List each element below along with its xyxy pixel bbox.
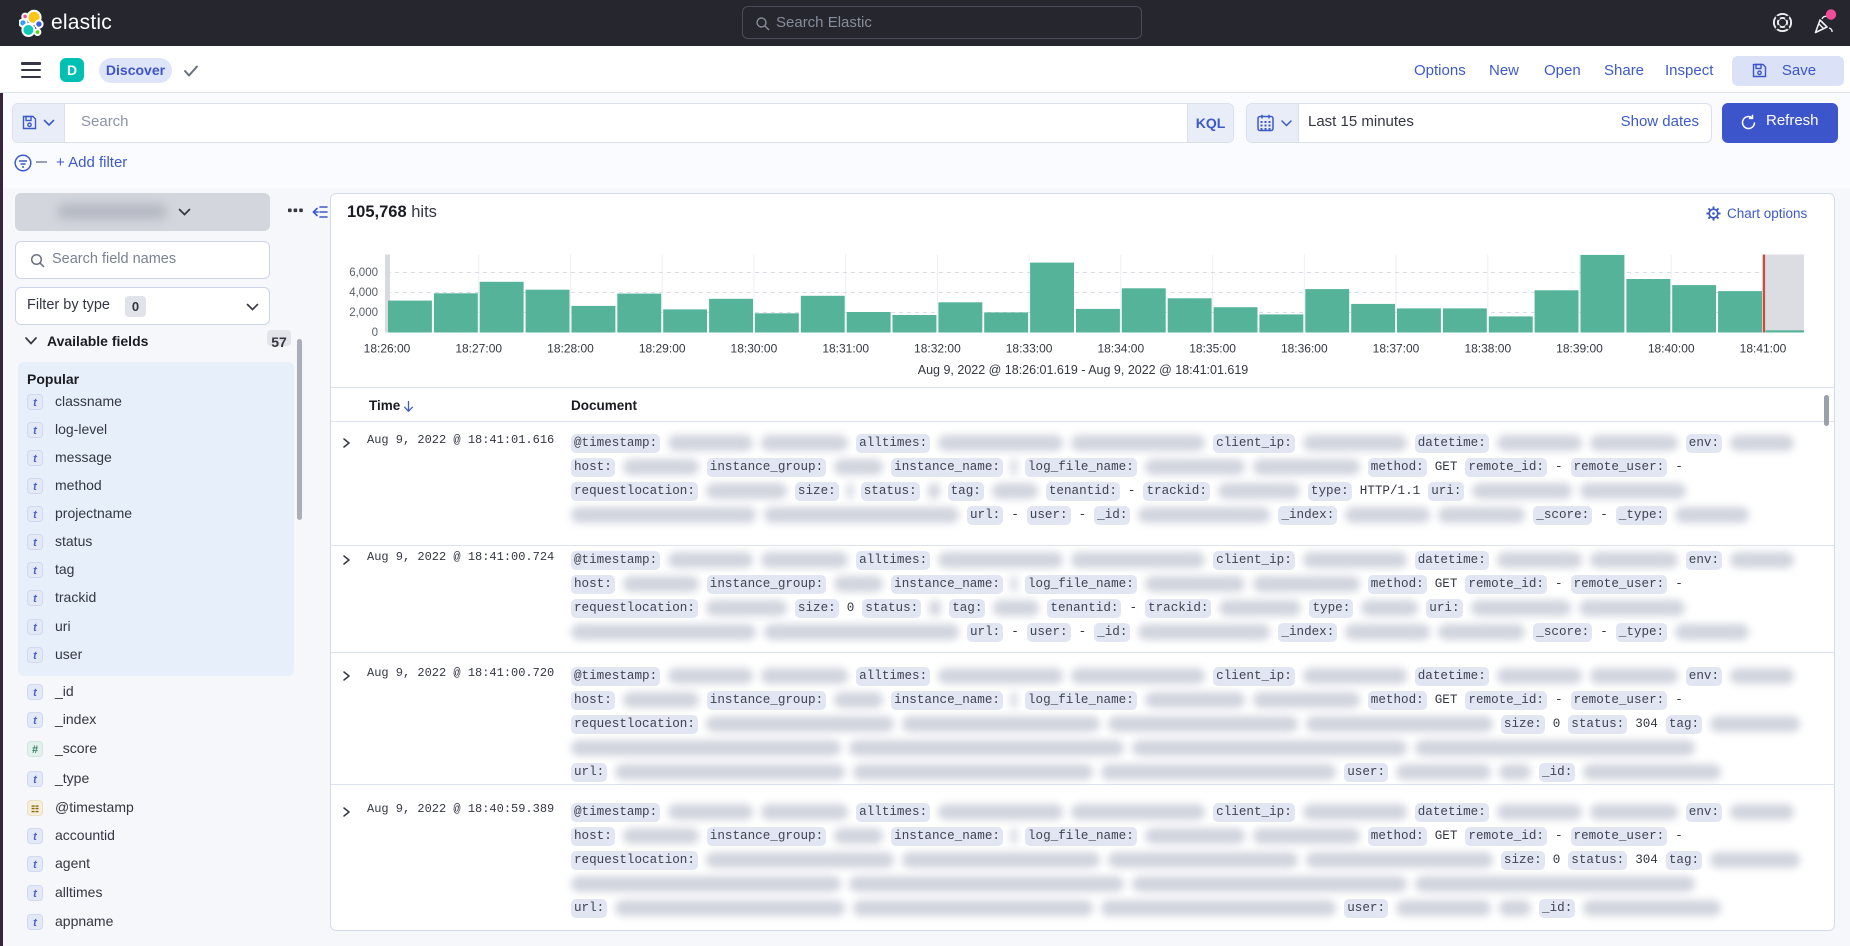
svg-text:4,000: 4,000 xyxy=(349,287,378,299)
svg-text:18:37:00: 18:37:00 xyxy=(1373,342,1420,356)
svg-text:18:26:00: 18:26:00 xyxy=(364,342,411,356)
svg-text:18:31:00: 18:31:00 xyxy=(822,342,869,356)
svg-text:18:28:00: 18:28:00 xyxy=(547,342,594,356)
svg-text:18:29:00: 18:29:00 xyxy=(639,342,686,356)
svg-text:18:41:00: 18:41:00 xyxy=(1740,342,1787,356)
svg-text:6,000: 6,000 xyxy=(349,267,378,279)
svg-text:18:35:00: 18:35:00 xyxy=(1189,342,1236,356)
svg-text:18:27:00: 18:27:00 xyxy=(455,342,502,356)
svg-text:18:38:00: 18:38:00 xyxy=(1464,342,1511,356)
svg-text:18:40:00: 18:40:00 xyxy=(1648,342,1695,356)
svg-text:18:30:00: 18:30:00 xyxy=(731,342,778,356)
svg-text:Aug 9, 2022 @ 18:26:01.619 - A: Aug 9, 2022 @ 18:26:01.619 - Aug 9, 2022… xyxy=(918,363,1249,377)
svg-text:18:34:00: 18:34:00 xyxy=(1097,342,1144,356)
svg-text:0: 0 xyxy=(372,327,378,339)
svg-text:18:39:00: 18:39:00 xyxy=(1556,342,1603,356)
svg-text:18:33:00: 18:33:00 xyxy=(1006,342,1053,356)
svg-text:18:36:00: 18:36:00 xyxy=(1281,342,1328,356)
svg-text:2,000: 2,000 xyxy=(349,307,378,319)
svg-text:18:32:00: 18:32:00 xyxy=(914,342,961,356)
